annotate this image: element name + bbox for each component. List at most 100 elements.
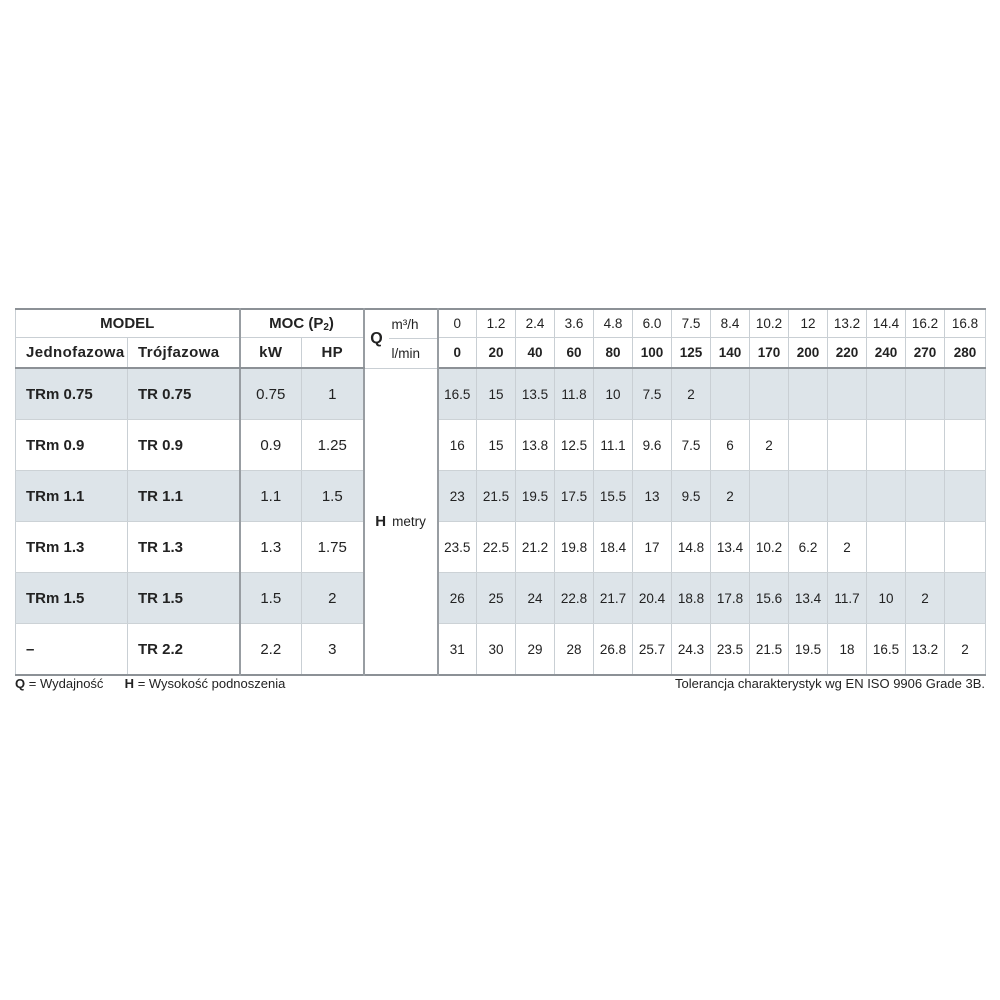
head-value: 7.5 (632, 368, 673, 420)
flow-m3h-value: 6.0 (632, 309, 673, 338)
head-value: 16 (437, 419, 478, 471)
legend-h-symbol: H (124, 675, 135, 691)
flow-lmin-value: 270 (905, 337, 946, 369)
head-value (749, 368, 790, 420)
flow-m3h-value: 0 (437, 309, 478, 338)
head-value: 26 (437, 572, 478, 624)
head-value: 19.8 (554, 521, 595, 573)
head-value: 18 (827, 623, 868, 676)
head-value (944, 572, 986, 624)
head-value: 15 (476, 419, 517, 471)
model-single-phase: TRm 1.1 (15, 470, 128, 522)
table-row-tr11: TRm 1.1 TR 1.1 1.1 1.5 23 21.5 19.5 17.5… (15, 470, 986, 522)
head-value: 20.4 (632, 572, 673, 624)
head-value (905, 368, 946, 420)
head-value: 10 (593, 368, 634, 420)
head-value: 18.8 (671, 572, 712, 624)
flow-m3h-value: 2.4 (515, 309, 556, 338)
head-value (944, 368, 986, 420)
head-value (827, 419, 868, 471)
power-hp: 1.5 (301, 470, 365, 522)
head-value: 2 (671, 368, 712, 420)
flow-m3h-value: 16.8 (944, 309, 986, 338)
flow-lmin-value: 280 (944, 337, 986, 369)
legend-q-definition: = Wydajność (28, 675, 104, 691)
head-value (827, 470, 868, 522)
flow-lmin-value: 100 (632, 337, 673, 369)
model-single-phase: TRm 1.3 (15, 521, 128, 573)
power-kw: 1.5 (239, 572, 303, 624)
head-value: 9.5 (671, 470, 712, 522)
head-value: 13 (632, 470, 673, 522)
col-header-kw: kW (239, 337, 303, 369)
head-value: 11.7 (827, 572, 868, 624)
flow-lmin-value: 240 (866, 337, 907, 369)
q-symbol: Q (370, 329, 383, 347)
model-group-header: MODEL (15, 309, 241, 338)
power-kw: 0.9 (239, 419, 303, 471)
power-hp: 1.75 (301, 521, 365, 573)
flow-m3h-value: 13.2 (827, 309, 868, 338)
head-value: 2 (710, 470, 751, 522)
moc-label-prefix: MOC (P (269, 314, 324, 332)
legend-h-definition: = Wysokość podnoszenia (137, 675, 286, 691)
col-header-hp: HP (301, 337, 365, 369)
head-value: 12.5 (554, 419, 595, 471)
flow-lmin-value: 125 (671, 337, 712, 369)
model-single-phase: TRm 0.75 (15, 368, 128, 420)
head-value: 25.7 (632, 623, 673, 676)
col-header-jednofazowa: Jednofazowa (15, 337, 128, 369)
table-row-tr22: – TR 2.2 2.2 3 31 30 29 28 26.8 25.7 24.… (15, 623, 986, 676)
head-value: 21.2 (515, 521, 556, 573)
power-hp: 3 (301, 623, 365, 676)
head-value: 23 (437, 470, 478, 522)
flow-m3h-value: 7.5 (671, 309, 712, 338)
head-value: 13.5 (515, 368, 556, 420)
unit-m3h-label: m³/h (388, 311, 436, 340)
head-value (944, 419, 986, 471)
flow-m3h-value: 3.6 (554, 309, 595, 338)
head-value: 25 (476, 572, 517, 624)
col-header-trojfazowa: Trójfazowa (127, 337, 241, 369)
head-value (788, 368, 829, 420)
head-value: 2 (827, 521, 868, 573)
head-value: 13.4 (710, 521, 751, 573)
flow-m3h-value: 10.2 (749, 309, 790, 338)
flow-lmin-value: 170 (749, 337, 790, 369)
head-value (944, 470, 986, 522)
head-value: 6 (710, 419, 751, 471)
head-value: 19.5 (788, 623, 829, 676)
unit-lmin-label: l/min (391, 345, 421, 361)
head-value (827, 368, 868, 420)
flow-m3h-value: 12 (788, 309, 829, 338)
head-value: 21.5 (749, 623, 790, 676)
flow-lmin-value: 140 (710, 337, 751, 369)
head-value: 21.7 (593, 572, 634, 624)
model-three-phase: TR 0.9 (127, 419, 241, 471)
head-value: 18.4 (593, 521, 634, 573)
model-three-phase: TR 0.75 (127, 368, 241, 420)
moc-label-subscript: 2 (323, 321, 329, 333)
head-value: 29 (515, 623, 556, 676)
flow-m3h-value: 14.4 (866, 309, 907, 338)
head-value: 19.5 (515, 470, 556, 522)
moc-label-suffix: ) (328, 314, 334, 332)
head-value (866, 368, 907, 420)
head-value: 22.8 (554, 572, 595, 624)
head-value: 14.8 (671, 521, 712, 573)
table-row-tr15: TRm 1.5 TR 1.5 1.5 2 26 25 24 22.8 21.7 … (15, 572, 986, 624)
model-single-phase: TRm 1.5 (15, 572, 128, 624)
head-value: 23.5 (437, 521, 478, 573)
flow-m3h-value: 8.4 (710, 309, 751, 338)
head-value: 2 (749, 419, 790, 471)
head-value: 31 (437, 623, 478, 676)
power-kw: 2.2 (239, 623, 303, 676)
head-value: 7.5 (671, 419, 712, 471)
head-value: 30 (476, 623, 517, 676)
flow-m3h-value: 16.2 (905, 309, 946, 338)
legend-text: Q = Wydajność H = Wysokość podnoszenia (15, 676, 285, 691)
head-value: 13.8 (515, 419, 556, 471)
